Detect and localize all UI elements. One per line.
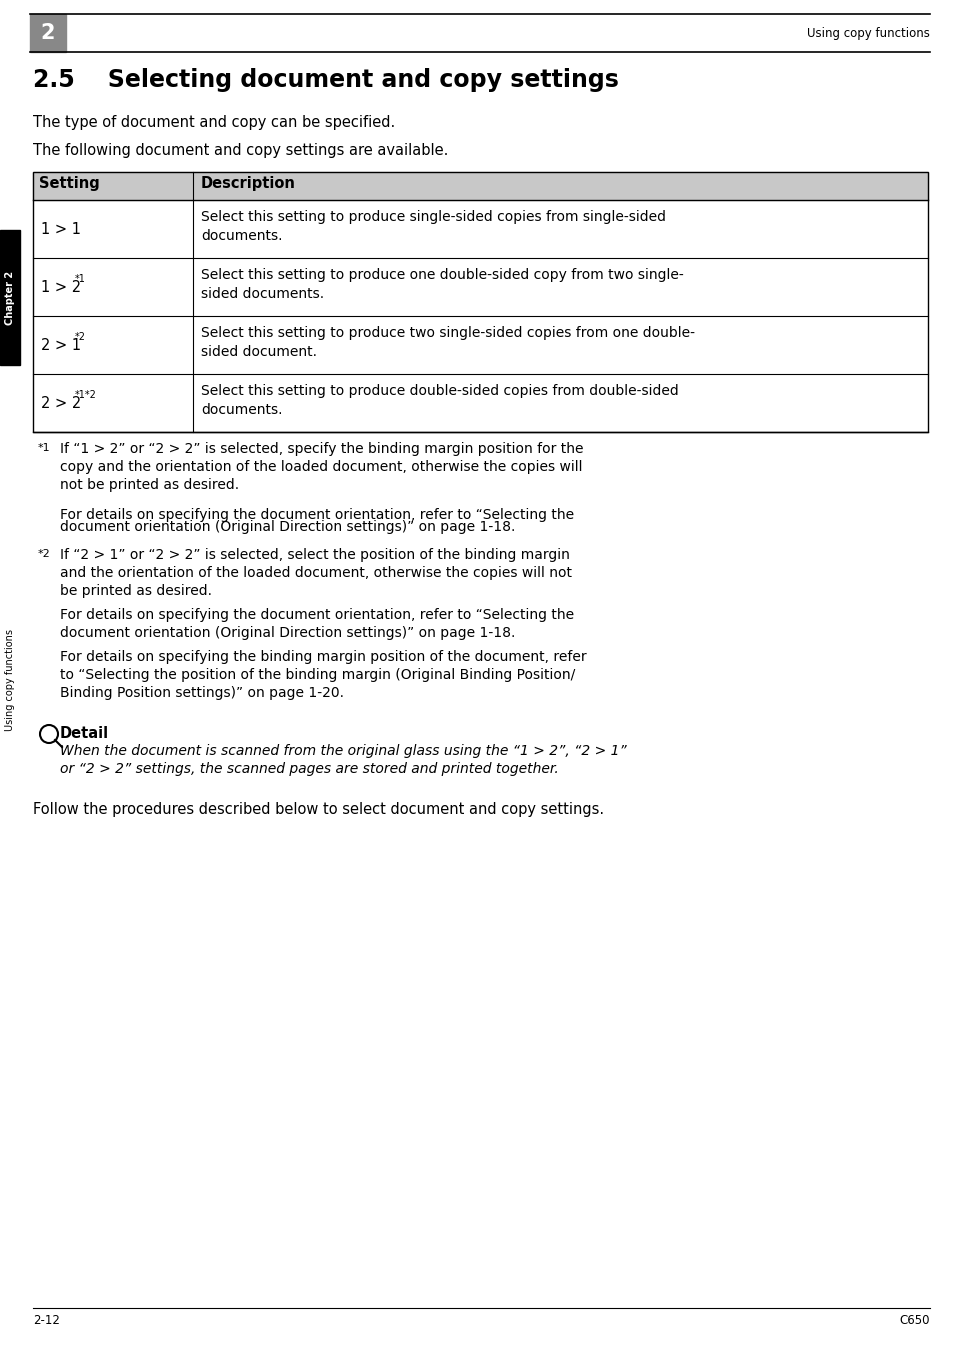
Text: sided documents.: sided documents. [201,288,324,301]
Text: The type of document and copy can be specified.: The type of document and copy can be spe… [33,115,395,130]
Text: *1*2: *1*2 [75,390,97,400]
Text: Chapter 2: Chapter 2 [5,270,15,324]
Text: If “1 > 2” or “2 > 2” is selected, specify the binding margin position for the: If “1 > 2” or “2 > 2” is selected, speci… [60,441,583,456]
Text: 2 > 1: 2 > 1 [41,338,81,352]
Bar [0,230,20,364]
Text: Setting: Setting [39,176,100,190]
Text: Using copy functions: Using copy functions [806,27,929,39]
Text: to “Selecting the position of the binding margin (Original Binding Position/: to “Selecting the position of the bindin… [60,668,575,682]
Text: When the document is scanned from the original glass using the “1 > 2”, “2 > 1”: When the document is scanned from the or… [60,744,626,757]
Text: documents.: documents. [201,230,282,243]
Text: 2 > 2: 2 > 2 [41,396,81,410]
Text: Select this setting to produce double-sided copies from double-sided: Select this setting to produce double-si… [201,383,678,398]
Text: 1 > 2: 1 > 2 [41,279,81,294]
Bar [33,171,927,200]
Text: 2-12: 2-12 [33,1314,60,1327]
Text: sided document.: sided document. [201,346,316,359]
Text: be printed as desired.: be printed as desired. [60,585,212,598]
Text: For details on specifying the document orientation, refer to “Selecting the: For details on specifying the document o… [60,508,574,522]
Text: not be printed as desired.: not be printed as desired. [60,478,239,491]
Text: Select this setting to produce one double-sided copy from two single-: Select this setting to produce one doubl… [201,269,683,282]
Text: *2: *2 [38,549,51,559]
Bar [30,14,66,53]
Text: 1 > 1: 1 > 1 [41,221,81,236]
Text: Follow the procedures described below to select document and copy settings.: Follow the procedures described below to… [33,802,603,817]
Text: Using copy functions: Using copy functions [5,629,15,730]
Bar [33,171,927,432]
Text: 2: 2 [41,23,55,43]
Text: 2.5    Selecting document and copy settings: 2.5 Selecting document and copy settings [33,68,618,92]
Text: Binding Position settings)” on page 1-20.: Binding Position settings)” on page 1-20… [60,686,344,701]
Text: If “2 > 1” or “2 > 2” is selected, select the position of the binding margin: If “2 > 1” or “2 > 2” is selected, selec… [60,548,569,562]
Text: Description: Description [201,176,295,190]
Text: and the orientation of the loaded document, otherwise the copies will not: and the orientation of the loaded docume… [60,566,572,580]
Text: or “2 > 2” settings, the scanned pages are stored and printed together.: or “2 > 2” settings, the scanned pages a… [60,761,558,776]
Text: *1: *1 [38,443,51,454]
Text: Select this setting to produce two single-sided copies from one double-: Select this setting to produce two singl… [201,325,695,340]
Text: documents.: documents. [201,404,282,417]
Text: *2: *2 [75,332,86,342]
Text: Select this setting to produce single-sided copies from single-sided: Select this setting to produce single-si… [201,211,665,224]
Text: C650: C650 [899,1314,929,1327]
Text: document orientation (Original Direction settings)” on page 1-18.: document orientation (Original Direction… [60,520,515,535]
Text: For details on specifying the binding margin position of the document, refer: For details on specifying the binding ma… [60,649,586,664]
Text: copy and the orientation of the loaded document, otherwise the copies will: copy and the orientation of the loaded d… [60,460,582,474]
Text: document orientation (Original Direction settings)” on page 1-18.: document orientation (Original Direction… [60,626,515,640]
Text: *1: *1 [75,274,86,284]
Text: Detail: Detail [60,726,109,741]
Text: For details on specifying the document orientation, refer to “Selecting the: For details on specifying the document o… [60,608,574,622]
Text: The following document and copy settings are available.: The following document and copy settings… [33,143,448,158]
